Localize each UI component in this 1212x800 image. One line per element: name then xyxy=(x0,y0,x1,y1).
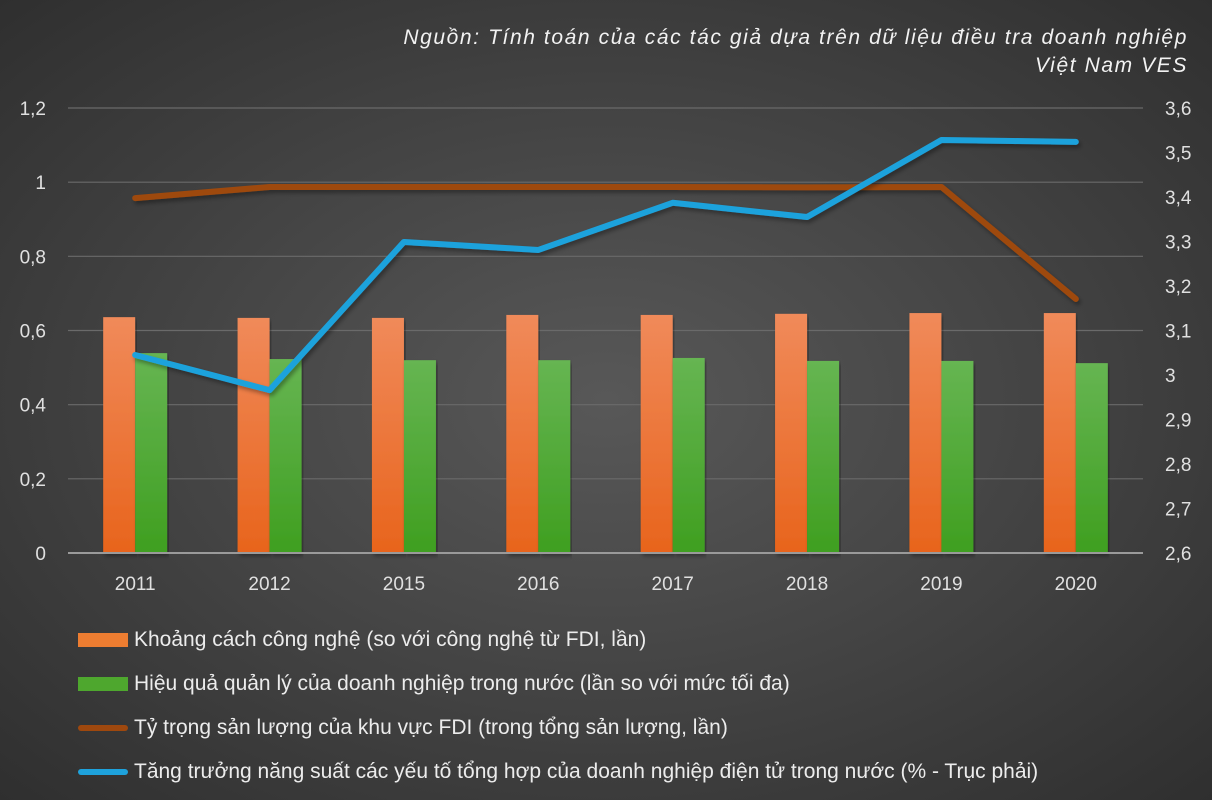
legend-label: Tỷ trọng sản lượng của khu vực FDI (tron… xyxy=(134,716,728,739)
x-axis-labels: 2011 2012 2015 2016 2017 2018 2019 2020 xyxy=(115,574,1097,595)
x-axis-tick: 2018 xyxy=(786,574,828,595)
x-axis-tick: 2017 xyxy=(652,574,694,595)
right-axis-tick: 3,1 xyxy=(1165,322,1191,343)
left-axis-tick: 0,4 xyxy=(20,396,47,417)
legend-item-tfp-growth: Tăng trưởng năng suất các yếu tố tổng hợ… xyxy=(78,750,1038,794)
legend-item-mgmt-efficiency: Hiệu quả quản lý của doanh nghiệp trong … xyxy=(78,662,1038,706)
legend-swatch-blue xyxy=(78,769,128,775)
bar xyxy=(538,360,571,553)
right-axis-tick: 3,5 xyxy=(1165,144,1191,165)
left-axis-tick: 0 xyxy=(35,544,46,565)
bar xyxy=(1043,313,1076,553)
source-line-1: Nguồn: Tính toán của các tác giả dựa trê… xyxy=(403,26,1188,49)
right-axis-tick: 3,6 xyxy=(1165,99,1191,120)
gridlines xyxy=(68,107,1143,480)
source-note: Nguồn: Tính toán của các tác giả dựa trê… xyxy=(403,24,1188,80)
right-axis-tick: 3,3 xyxy=(1165,233,1191,254)
legend-swatch-green xyxy=(78,677,128,691)
bar xyxy=(775,313,808,553)
legend-label: Tăng trưởng năng suất các yếu tố tổng hợ… xyxy=(134,760,1039,783)
bar xyxy=(135,353,168,553)
right-axis-tick: 2,8 xyxy=(1165,455,1191,476)
x-axis-tick: 2015 xyxy=(383,574,425,595)
left-axis-tick: 0,8 xyxy=(20,247,46,268)
bar xyxy=(941,360,974,553)
legend-swatch-orange xyxy=(78,633,128,647)
bar xyxy=(371,317,404,553)
bar xyxy=(909,313,942,553)
left-axis-tick: 1,2 xyxy=(20,99,46,120)
legend-label: Khoảng cách công nghệ (so với công nghệ … xyxy=(134,628,647,651)
x-axis-tick: 2011 xyxy=(115,574,156,595)
right-axis-tick: 2,7 xyxy=(1165,500,1191,521)
right-axis-tick: 2,9 xyxy=(1165,411,1191,432)
line-series xyxy=(132,137,1079,394)
x-axis-tick: 2012 xyxy=(248,574,290,595)
bar xyxy=(807,360,840,553)
bar xyxy=(506,314,539,553)
x-axis-tick: 2020 xyxy=(1055,574,1097,595)
bar xyxy=(269,359,302,553)
legend-swatch-brown xyxy=(78,725,128,731)
bar-series xyxy=(103,313,1108,553)
left-axis: 1,2 1 0,8 0,6 0,4 0,2 0 xyxy=(20,99,47,565)
left-axis-tick: 0,6 xyxy=(20,322,46,343)
right-axis-tick: 2,6 xyxy=(1165,544,1191,565)
right-axis: 3,6 3,5 3,4 3,3 3,2 3,1 3 2,9 2,8 2,7 2,6 xyxy=(1165,99,1192,565)
bar xyxy=(103,317,136,553)
combo-chart: 1,2 1 0,8 0,6 0,4 0,2 0 3,6 3,5 3,4 3,3 3,2 3,1 3 2,9… xyxy=(20,99,1192,595)
x-axis-tick: 2019 xyxy=(920,574,962,595)
left-axis-tick: 1 xyxy=(35,173,46,194)
bar xyxy=(403,360,436,553)
left-axis-tick: 0,2 xyxy=(20,470,46,491)
line-series-path xyxy=(132,137,1079,394)
legend-item-tech-gap: Khoảng cách công nghệ (so với công nghệ … xyxy=(78,618,1038,662)
line-series-path xyxy=(132,183,1079,302)
bar xyxy=(237,317,270,553)
legend: Khoảng cách công nghệ (so với công nghệ … xyxy=(78,618,1038,794)
x-axis-tick: 2016 xyxy=(517,574,559,595)
right-axis-tick: 3 xyxy=(1165,366,1176,387)
legend-label: Hiệu quả quản lý của doanh nghiệp trong … xyxy=(134,672,790,695)
bar xyxy=(1075,363,1108,553)
right-axis-tick: 3,2 xyxy=(1165,277,1191,298)
bar xyxy=(640,314,673,553)
source-line-2: Việt Nam VES xyxy=(1034,54,1188,77)
bar xyxy=(672,357,705,553)
right-axis-tick: 3,4 xyxy=(1165,188,1192,209)
legend-item-fdi-share: Tỷ trọng sản lượng của khu vực FDI (tron… xyxy=(78,706,1038,750)
